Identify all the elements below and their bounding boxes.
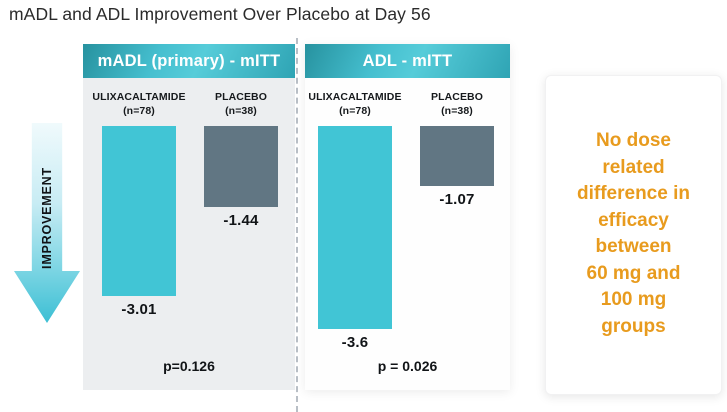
adl-ulixacaltamide-value: -3.6 xyxy=(341,334,369,351)
group-name: ULIXACALTAMIDE xyxy=(92,91,186,103)
group-n: (n=78) xyxy=(123,105,155,117)
note-line: No dose xyxy=(596,130,671,151)
adl-ulixacaltamide-group: ULIXACALTAMIDE (n=78) -3.6 xyxy=(299,84,411,351)
adl-placebo-bar xyxy=(420,126,494,186)
panel-madl-header: mADL (primary) - mITT xyxy=(83,44,295,78)
madl-p-value: p=0.126 xyxy=(163,358,215,374)
panel-adl: ADL - mITT ULIXACALTAMIDE (n=78) -3.6 PL… xyxy=(305,44,510,390)
madl-ulixacaltamide-value: -3.01 xyxy=(121,301,157,318)
note-line: efficacy xyxy=(598,209,669,231)
adl-placebo-label: PLACEBO (n=38) xyxy=(431,84,483,126)
panel-divider xyxy=(296,38,298,412)
group-name: PLACEBO xyxy=(430,91,484,103)
adl-placebo-group: PLACEBO (n=38) -1.07 xyxy=(401,84,513,208)
slide-title: mADL and ADL Improvement Over Placebo at… xyxy=(9,4,431,24)
adl-p-value: p = 0.026 xyxy=(377,358,438,374)
madl-placebo-bar xyxy=(204,126,278,207)
madl-ulixacaltamide-bar xyxy=(102,126,176,296)
adl-ulixacaltamide-label: ULIXACALTAMIDE (n=78) xyxy=(308,84,401,126)
group-name: PLACEBO xyxy=(214,91,268,103)
note-line: difference in xyxy=(577,183,690,204)
madl-ulixacaltamide-label: ULIXACALTAMIDE (n=78) xyxy=(92,84,185,126)
panel-madl: mADL (primary) - mITT ULIXACALTAMIDE (n=… xyxy=(83,44,295,390)
madl-placebo-label: PLACEBO (n=38) xyxy=(215,84,267,126)
note-line: between xyxy=(595,236,672,257)
madl-placebo-value: -1.44 xyxy=(223,212,259,229)
note-line: 60 mg and xyxy=(586,262,681,284)
madl-ulixacaltamide-group: ULIXACALTAMIDE (n=78) -3.01 xyxy=(83,84,195,318)
adl-ulixacaltamide-bar xyxy=(318,126,392,329)
group-n: (n=38) xyxy=(225,105,257,117)
madl-placebo-group: PLACEBO (n=38) -1.44 xyxy=(185,84,297,229)
panel-adl-header: ADL - mITT xyxy=(305,44,510,78)
group-n: (n=38) xyxy=(441,105,473,117)
note-line: related xyxy=(602,156,665,178)
note-line: groups xyxy=(601,315,666,337)
improvement-axis-label: IMPROVEMENT xyxy=(40,167,54,269)
group-name: ULIXACALTAMIDE xyxy=(308,91,402,103)
group-n: (n=78) xyxy=(339,105,371,117)
dose-note-card: No dose related difference in efficacy b… xyxy=(545,75,722,395)
note-line: 100 mg xyxy=(600,289,667,310)
adl-placebo-value: -1.07 xyxy=(439,191,475,208)
